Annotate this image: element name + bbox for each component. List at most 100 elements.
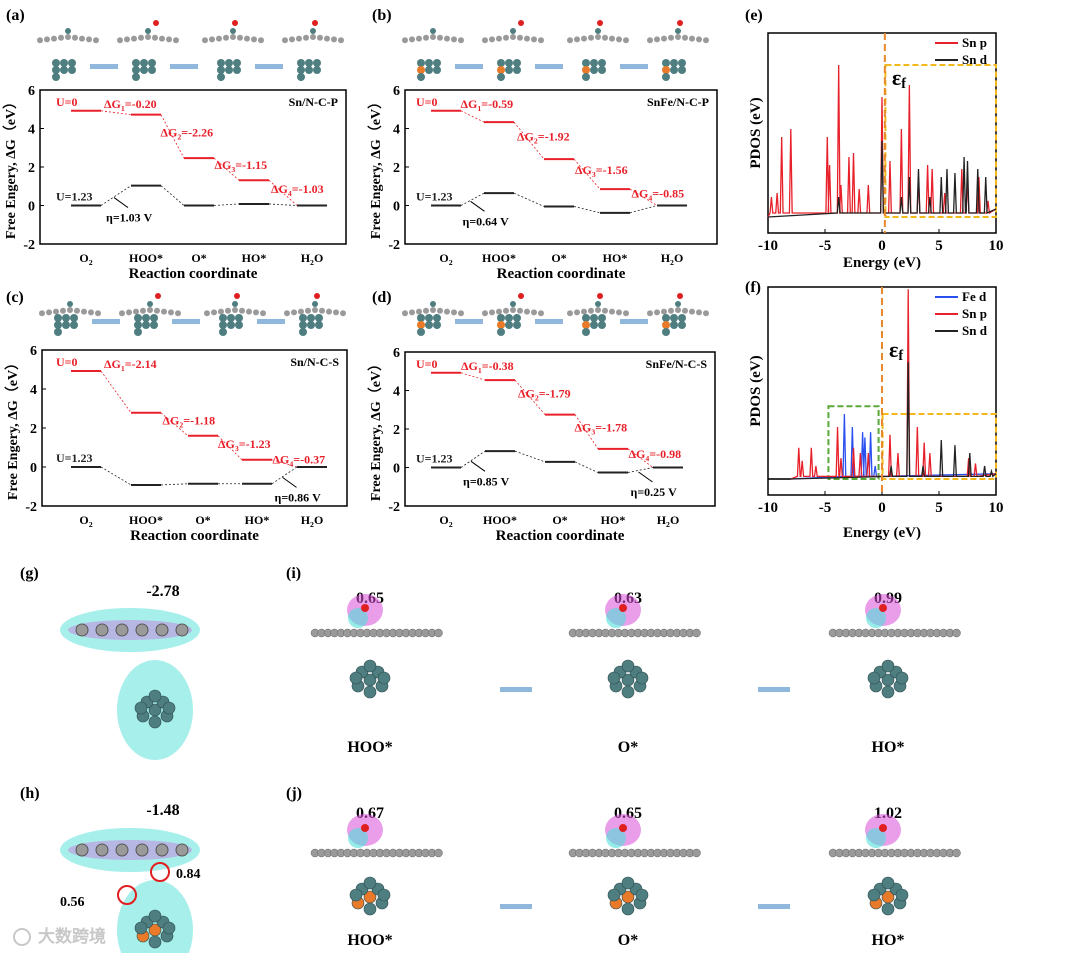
metal-atom [232, 301, 238, 307]
cluster-atom [513, 314, 521, 322]
carbon-atom [430, 307, 436, 313]
y-axis-title: PDOS (eV) [748, 355, 764, 426]
carbon-atom [75, 623, 89, 637]
cluster-atom [150, 314, 158, 322]
energy-connector [573, 158, 601, 190]
oxygen-atom [619, 604, 627, 612]
carbon-atom [703, 310, 709, 317]
cluster-atom [881, 876, 895, 890]
x-category-label: HOO* [129, 513, 163, 527]
cluster-atom [148, 715, 162, 729]
energy-connector [627, 467, 654, 473]
site-circle [117, 885, 137, 905]
y-tick-label: 0 [393, 462, 400, 477]
carbon-atom [567, 37, 573, 44]
carbon-atom [503, 34, 509, 41]
x-category-label: O2 [79, 251, 92, 267]
energy-connector [573, 206, 601, 214]
legend-label: Fe d [962, 289, 987, 304]
cluster-atom [433, 321, 441, 329]
oxygen-atom [879, 604, 887, 612]
state-j-3: HO* [872, 932, 905, 949]
metal-atom [67, 301, 73, 307]
legend-label: Sn p [962, 306, 987, 321]
oxygen-atom [518, 20, 524, 26]
energy-connector [160, 483, 189, 486]
oxygen-atom [619, 824, 627, 832]
energy-connector [213, 203, 240, 206]
carbon-atom [44, 36, 50, 43]
cluster-atom [297, 59, 305, 67]
oxygen-atom [677, 293, 683, 299]
energy-connector [460, 372, 486, 381]
cluster-atom [134, 921, 148, 935]
cluster-atom [134, 328, 142, 336]
cluster-atom [513, 59, 521, 67]
plot-frame [41, 349, 348, 507]
eta-arrow [638, 471, 653, 483]
cluster-atom [299, 321, 307, 329]
carbon-atom [225, 307, 231, 314]
carbon-atom [458, 310, 464, 317]
carbon-atom [692, 628, 701, 638]
highlight-box [827, 405, 880, 481]
cluster-atom [297, 66, 305, 74]
cluster-atom [582, 314, 590, 322]
carbon-atom [482, 37, 488, 44]
delta-g-label: ΔG1=-2.14 [104, 357, 157, 373]
delta-g-label: ΔG4=-0.37 [273, 452, 326, 468]
carbon-atom [595, 307, 601, 313]
carbon-atom [616, 309, 622, 316]
oxygen-atom [153, 20, 159, 26]
oxygen-atom [361, 604, 369, 612]
oxygen-atom [234, 293, 240, 299]
carbon-atom [289, 36, 295, 43]
cluster-atom [62, 321, 70, 329]
cluster-atom [148, 66, 156, 74]
carbon-atom [138, 34, 144, 41]
carbon-atom [647, 310, 653, 317]
energy-connector [100, 110, 132, 116]
carbon-atom [75, 843, 89, 857]
cluster-atom [70, 321, 78, 329]
carbon-atom [444, 308, 450, 315]
carbon-atom [135, 623, 149, 637]
x-category-label: O2 [439, 251, 452, 267]
x-category-label: HO* [245, 513, 270, 527]
energy-connector [574, 414, 599, 450]
charge-density-lobe [60, 828, 200, 872]
carbon-atom [588, 34, 594, 41]
y-tick-label: 4 [30, 383, 37, 398]
cluster-atom [134, 314, 142, 322]
carbon-atom [37, 37, 43, 44]
delta-g-label: ΔG1=-0.38 [461, 359, 514, 375]
y-tick-label: 6 [393, 346, 400, 361]
cluster-atom [621, 902, 635, 916]
cluster-atom [678, 59, 686, 67]
cluster-atom [670, 321, 678, 329]
cluster-atom [299, 314, 307, 322]
cluster-atom [678, 66, 686, 74]
charge-value-g: -2.78 [146, 583, 179, 600]
y-tick-label: -2 [388, 238, 400, 253]
carbon-atom [209, 36, 215, 43]
y-tick-label: 6 [393, 84, 400, 99]
charge-density-lobe [866, 608, 886, 628]
cluster-atom [582, 66, 590, 74]
delta-g-label: ΔG2=-2.26 [161, 125, 214, 141]
carbon-atom [517, 307, 523, 314]
carbon-atom [124, 36, 130, 43]
metal-atom [675, 28, 681, 34]
carbon-atom [458, 37, 464, 44]
delta-g-label: ΔG4=-0.85 [632, 186, 685, 202]
state-j-2: O* [618, 932, 638, 949]
x-tick-label: 10 [989, 238, 1004, 254]
carbon-atom [654, 309, 660, 316]
x-tick-label: -5 [819, 238, 832, 254]
carbon-atom [496, 308, 502, 315]
carbon-atom [145, 34, 151, 40]
metal-atom [595, 301, 601, 307]
cluster-atom [132, 66, 140, 74]
carbon-atom [517, 34, 523, 41]
cluster-atom [219, 314, 227, 322]
